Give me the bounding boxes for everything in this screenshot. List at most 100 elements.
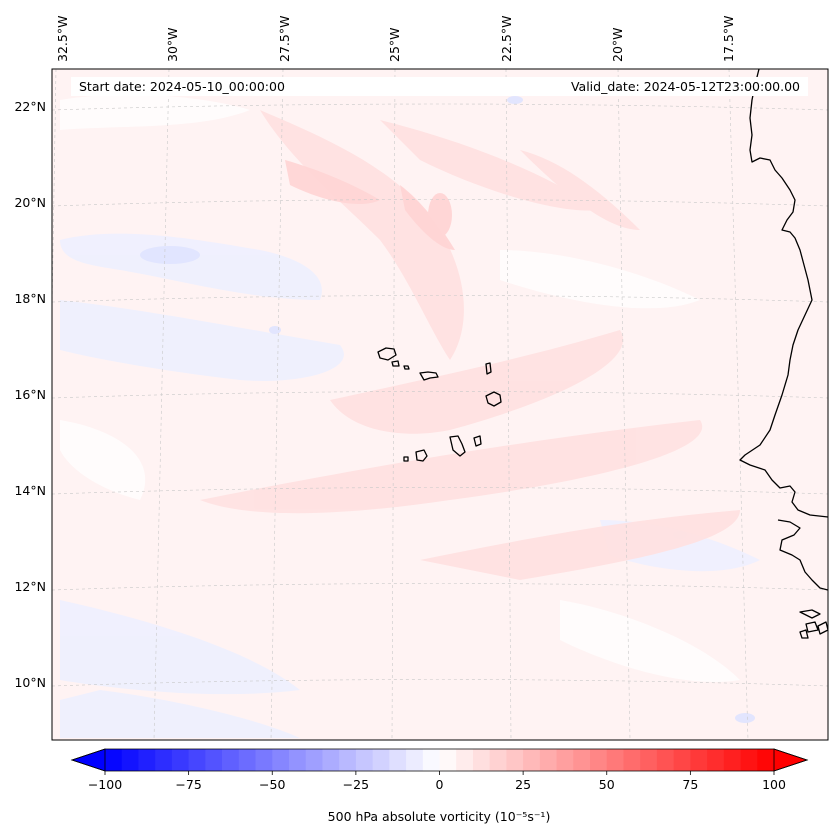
- colorbar-segment: [339, 749, 357, 771]
- lon-label-25w: 25°W: [387, 27, 402, 62]
- colorbar-segment: [690, 749, 708, 771]
- colorbar-tick-label: −100: [88, 777, 122, 792]
- colorbar-segment: [656, 749, 675, 771]
- colorbar-segment: [222, 749, 240, 771]
- colorbar-tick-label: 100: [762, 777, 786, 792]
- colorbar-segment: [372, 749, 390, 771]
- west-africa-coastline: [739, 69, 828, 518]
- colorbar-segment: [640, 749, 658, 771]
- lon-label-22-5w: 22.5°W: [499, 16, 514, 62]
- island-maio: [473, 435, 482, 447]
- colorbar-segment: [723, 749, 741, 771]
- island-sao-nicolau: [419, 371, 439, 381]
- colorbar-segment: [757, 749, 775, 771]
- colorbar-segment: [272, 749, 290, 771]
- lon-label-30w: 30°W: [165, 27, 180, 62]
- parallel-14n: [52, 487, 828, 495]
- colorbar-segment: [606, 749, 624, 771]
- colorbar-segment: [205, 749, 223, 771]
- colorbar-segment: [121, 749, 139, 771]
- colorbar-segment: [288, 749, 307, 771]
- guinea-bissau-coastline: [777, 519, 828, 591]
- coastal-islands: [799, 609, 828, 639]
- colorbar-tick-label: 0: [436, 777, 444, 792]
- parallel-22n: [52, 103, 828, 111]
- colorbar-low-extension: [70, 748, 106, 772]
- colorbar-high-extension: [773, 748, 809, 772]
- colorbar-segment: [355, 749, 373, 771]
- longitude-labels: 32.5°W 30°W 27.5°W 25°W 22.5°W 20°W 17.5…: [55, 16, 736, 62]
- colorbar: −100 −75 −50 −25 0 25 50 75 100 500 hPa absolute…: [70, 748, 809, 824]
- colorbar-segment: [105, 749, 123, 771]
- colorbar-segment: [155, 749, 173, 771]
- lon-label-17-5w: 17.5°W: [721, 16, 736, 62]
- meridian-17-5w: [728, 69, 749, 740]
- colorbar-segment: [740, 749, 758, 771]
- colorbar-tick-label: −75: [175, 777, 201, 792]
- island-santo-antao: [377, 347, 397, 361]
- colorbar-segment: [573, 749, 591, 771]
- colorbar-segment: [171, 749, 190, 771]
- lat-label-16n: 16°N: [14, 387, 46, 402]
- colorbar-segments: [105, 749, 775, 771]
- colorbar-segment: [322, 749, 340, 771]
- island-boa-vista: [485, 391, 502, 407]
- colorbar-segment: [673, 749, 691, 771]
- lat-label-22n: 22°N: [14, 99, 46, 114]
- date-info-bar: [71, 77, 808, 96]
- colorbar-tick-label: −25: [343, 777, 369, 792]
- valid-date-label: Valid_date: 2024-05-12T23:00:00.00: [571, 79, 800, 94]
- coastlines: [377, 69, 828, 639]
- colorbar-segment: [623, 749, 641, 771]
- colorbar-segment: [422, 749, 440, 771]
- colorbar-segment: [590, 749, 608, 771]
- lat-label-10n: 10°N: [14, 675, 46, 690]
- island-sal: [485, 362, 492, 375]
- colorbar-tick-label: −50: [259, 777, 285, 792]
- colorbar-segment: [539, 749, 557, 771]
- lon-label-32-5w: 32.5°W: [55, 16, 70, 62]
- island-santa-luzia: [403, 365, 410, 370]
- lat-label-18n: 18°N: [14, 291, 46, 306]
- latitude-labels: 22°N 20°N 18°N 16°N 14°N 12°N 10°N: [14, 99, 46, 690]
- map-frame: [51, 68, 829, 741]
- island-santiago: [449, 435, 466, 457]
- colorbar-segment: [523, 749, 541, 771]
- island-sao-vicente: [391, 360, 400, 367]
- colorbar-segment: [389, 749, 407, 771]
- lon-label-20w: 20°W: [610, 27, 625, 62]
- parallel-18n: [52, 295, 828, 303]
- colorbar-segment: [238, 749, 256, 771]
- colorbar-label: 500 hPa absolute vorticity (10⁻⁵s⁻¹): [328, 809, 551, 824]
- colorbar-segment: [707, 749, 725, 771]
- colorbar-segment: [556, 749, 574, 771]
- colorbar-tick-label: 50: [599, 777, 615, 792]
- meridian-22-5w: [505, 69, 512, 740]
- lon-label-27-5w: 27.5°W: [277, 16, 292, 62]
- island-fogo: [415, 449, 428, 462]
- colorbar-segment: [406, 749, 424, 771]
- colorbar-segment: [506, 749, 524, 771]
- lat-label-12n: 12°N: [14, 579, 46, 594]
- colorbar-segment: [138, 749, 156, 771]
- vorticity-field: [60, 94, 760, 738]
- parallel-16n: [52, 391, 828, 399]
- meridian-25w: [391, 69, 396, 740]
- colorbar-segment: [255, 749, 273, 771]
- colorbar-segment: [305, 749, 323, 771]
- start-date-label: Start date: 2024-05-10_00:00:00: [79, 79, 285, 94]
- colorbar-ticks: −100 −75 −50 −25 0 25 50 75 100: [88, 771, 786, 792]
- parallel-12n: [52, 583, 828, 591]
- colorbar-segment: [489, 749, 507, 771]
- colorbar-tick-label: 75: [682, 777, 698, 792]
- island-brava: [403, 456, 409, 462]
- parallel-10n: [52, 679, 828, 687]
- meridian-20w: [617, 69, 631, 740]
- colorbar-segment: [456, 749, 474, 771]
- meridian-30w: [153, 69, 170, 740]
- colorbar-segment: [439, 749, 457, 771]
- colorbar-segment: [188, 749, 206, 771]
- meridian-27-5w: [270, 69, 284, 740]
- lat-label-20n: 20°N: [14, 195, 46, 210]
